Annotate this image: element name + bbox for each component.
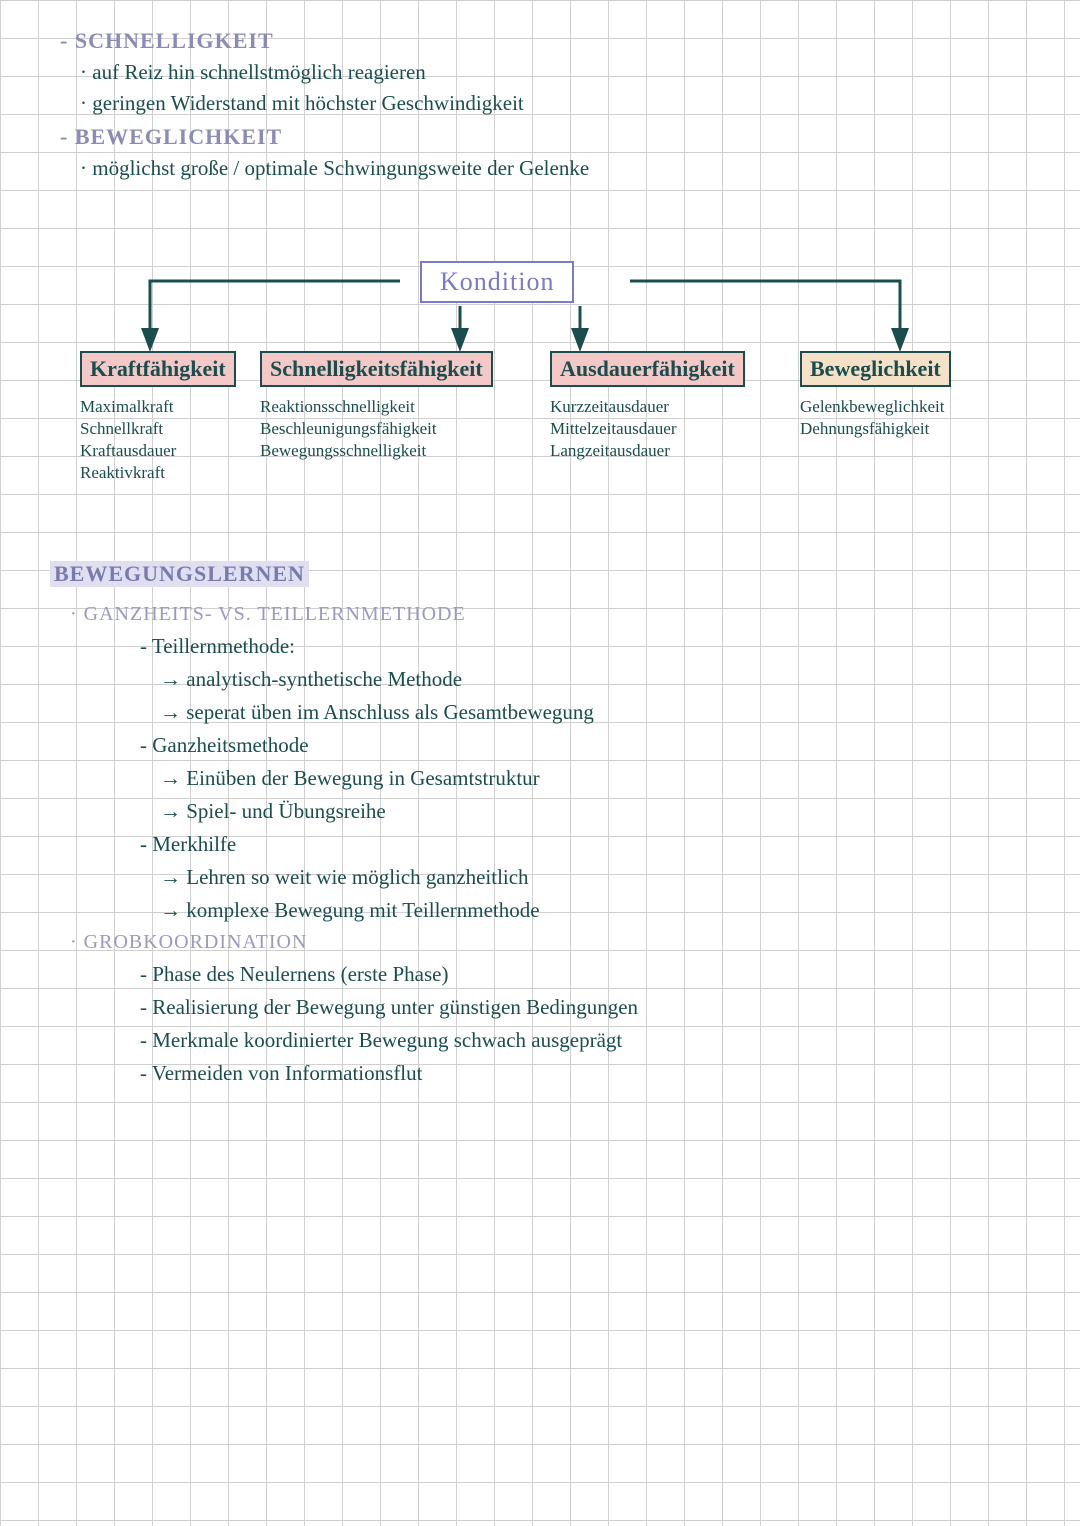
note-line: komplexe Bewegung mit Teillernmethode [140, 898, 1020, 923]
subheading-grobkoordination: GROBKOORDINATION [70, 931, 1020, 954]
note-line: Teillernmethode: [140, 634, 1020, 659]
heading-beweglichkeit: BEWEGLICHKEIT [60, 124, 1020, 150]
list-item: Langzeitausdauer [550, 440, 677, 462]
note-line: analytisch-synthetische Methode [140, 667, 1020, 692]
bullet-text: geringen Widerstand mit höchster Geschwi… [80, 91, 1020, 116]
heading-schnelligkeit: SCHNELLIGKEIT [60, 28, 1020, 54]
node-ausdauerfaehigkeit: Ausdauerfähigkeit [550, 351, 745, 387]
note-line: Spiel- und Übungsreihe [140, 799, 1020, 824]
note-line: Vermeiden von Informationsflut [140, 1061, 1020, 1086]
list-item: Kraftausdauer [80, 440, 176, 462]
node-kraftfaehigkeit: Kraftfähigkeit [80, 351, 236, 387]
note-line: Phase des Neulernens (erste Phase) [140, 962, 1020, 987]
list-item: Reaktionsschnelligkeit [260, 396, 437, 418]
list-item: Kurzzeitausdauer [550, 396, 677, 418]
node-schnelligkeitsfaehigkeit: Schnelligkeitsfähigkeit [260, 351, 493, 387]
list-item: Dehnungsfähigkeit [800, 418, 944, 440]
note-line: seperat üben im Anschluss als Gesamtbewe… [140, 700, 1020, 725]
node-list: Gelenkbeweglichkeit Dehnungsfähigkeit [800, 396, 944, 440]
node-beweglichkeit: Beweglichkeit [800, 351, 951, 387]
subheading-ganzheits: GANZHEITS- VS. TEILLERNMETHODE [70, 603, 1020, 626]
list-item: Reaktivkraft [80, 462, 176, 484]
section-bewegungslernen: BEWEGUNGSLERNEN [50, 561, 309, 587]
page-content: SCHNELLIGKEIT auf Reiz hin schnellstmögl… [0, 0, 1080, 1114]
node-list: Maximalkraft Schnellkraft Kraftausdauer … [80, 396, 176, 484]
node-list: Reaktionsschnelligkeit Beschleunigungsfä… [260, 396, 437, 462]
bullet-text: auf Reiz hin schnellstmöglich reagieren [80, 60, 1020, 85]
list-item: Schnellkraft [80, 418, 176, 440]
node-list: Kurzzeitausdauer Mittelzeitausdauer Lang… [550, 396, 677, 462]
list-item: Gelenkbeweglichkeit [800, 396, 944, 418]
list-item: Maximalkraft [80, 396, 176, 418]
note-line: Merkhilfe [140, 832, 1020, 857]
note-line: Einüben der Bewegung in Gesamtstruktur [140, 766, 1020, 791]
note-line: Realisierung der Bewegung unter günstige… [140, 995, 1020, 1020]
list-item: Beschleunigungsfähigkeit [260, 418, 437, 440]
note-line: Merkmale koordinierter Bewegung schwach … [140, 1028, 1020, 1053]
root-box-kondition: Kondition [420, 261, 574, 303]
note-line: Lehren so weit wie möglich ganzheitlich [140, 865, 1020, 890]
bullet-text: möglichst große / optimale Schwingungswe… [80, 156, 1020, 181]
list-item: Bewegungsschnelligkeit [260, 440, 437, 462]
list-item: Mittelzeitausdauer [550, 418, 677, 440]
kondition-diagram: Kondition Kraftfähigkeit Maximalkraft Sc… [80, 211, 1020, 531]
note-line: Ganzheitsmethode [140, 733, 1020, 758]
